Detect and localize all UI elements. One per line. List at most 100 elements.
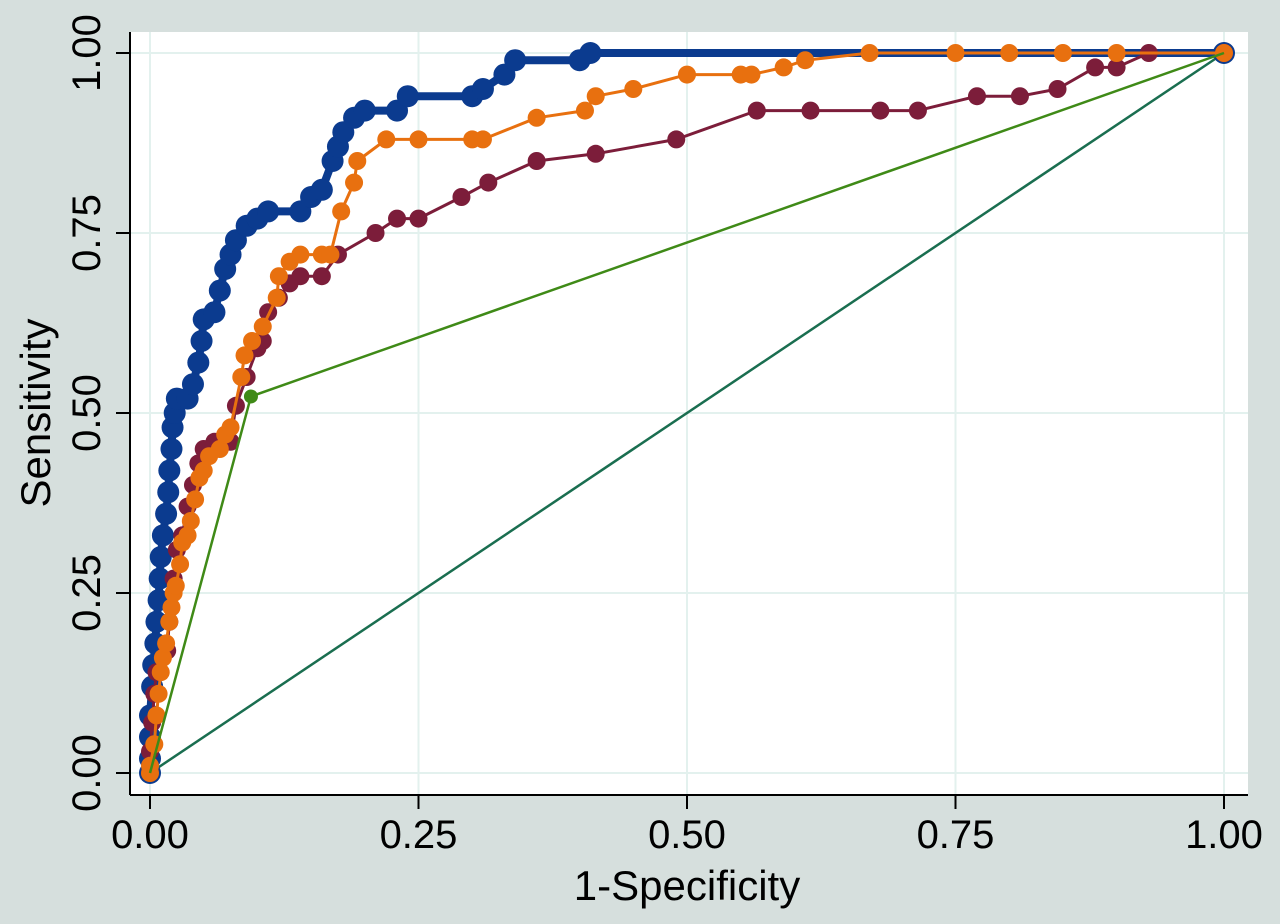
data-point xyxy=(860,44,879,62)
y-tick-label: 0.00 xyxy=(65,734,109,812)
data-point xyxy=(678,65,696,84)
data-point xyxy=(235,346,254,365)
data-point xyxy=(155,502,178,525)
data-point xyxy=(269,267,288,286)
data-point xyxy=(186,490,205,509)
data-point xyxy=(742,65,761,84)
data-point xyxy=(586,144,605,163)
data-point xyxy=(345,173,364,192)
data-point xyxy=(312,267,331,286)
data-point xyxy=(151,524,174,547)
data-point xyxy=(579,42,602,64)
data-point xyxy=(801,101,820,120)
data-point xyxy=(774,58,793,77)
data-point xyxy=(203,301,226,324)
data-point xyxy=(181,373,204,396)
data-point xyxy=(1107,44,1126,62)
data-point xyxy=(473,130,492,149)
data-point xyxy=(187,351,210,374)
axes xyxy=(116,32,1248,809)
data-point xyxy=(747,101,766,120)
data-point xyxy=(149,546,172,568)
y-tick-label: 0.50 xyxy=(65,374,109,452)
data-point xyxy=(321,245,340,264)
data-point xyxy=(141,756,159,775)
y-tick-label: 1.00 xyxy=(65,14,109,92)
data-point xyxy=(1000,44,1019,62)
data-point xyxy=(348,152,367,170)
data-point xyxy=(332,202,351,221)
data-point xyxy=(908,101,927,120)
roc-series xyxy=(139,42,1235,784)
data-point xyxy=(160,438,183,460)
data-point xyxy=(208,279,231,302)
data-point xyxy=(253,317,272,336)
y-tick-label: 0.75 xyxy=(65,194,109,272)
data-point xyxy=(291,267,310,286)
reference-line xyxy=(149,51,1225,775)
data-point xyxy=(151,663,170,682)
data-point xyxy=(243,332,262,350)
data-point xyxy=(221,418,240,437)
data-point xyxy=(194,461,213,480)
x-axis-title: 1-Specificity xyxy=(574,862,800,909)
data-point xyxy=(396,85,419,108)
data-point xyxy=(267,288,286,307)
data-point xyxy=(388,209,407,228)
data-point xyxy=(1053,44,1072,62)
data-point xyxy=(243,389,258,404)
reference-diagonal-line xyxy=(149,51,1225,775)
data-point xyxy=(158,459,181,482)
data-point xyxy=(504,49,527,72)
x-tick-label: 1.00 xyxy=(1185,813,1263,857)
data-point xyxy=(796,51,815,70)
data-point xyxy=(1107,58,1126,77)
data-point xyxy=(471,78,494,100)
roc-curve-3 xyxy=(141,44,1233,782)
data-point xyxy=(452,188,471,206)
data-point xyxy=(171,555,190,574)
data-point xyxy=(257,200,280,223)
data-point xyxy=(210,440,229,458)
x-tick-label: 0.75 xyxy=(917,813,995,857)
data-point xyxy=(479,173,498,192)
x-tick-label: 0.00 xyxy=(111,813,189,857)
data-point xyxy=(409,130,428,149)
x-tick-label: 0.50 xyxy=(648,813,726,857)
data-point xyxy=(946,44,965,62)
data-point xyxy=(1048,80,1067,98)
data-point xyxy=(1010,87,1029,106)
data-point xyxy=(586,87,605,106)
data-point xyxy=(162,598,181,617)
data-point xyxy=(181,512,200,530)
y-tick-label: 0.25 xyxy=(65,554,109,632)
data-point xyxy=(310,178,333,201)
data-point xyxy=(148,567,171,590)
data-point xyxy=(157,481,180,504)
data-point xyxy=(353,99,376,122)
y-axis-title: Sensitivity xyxy=(12,318,59,507)
data-point xyxy=(527,152,546,170)
data-point xyxy=(667,130,686,149)
data-point xyxy=(366,224,385,242)
data-point xyxy=(871,101,890,120)
data-point xyxy=(291,245,310,264)
data-point xyxy=(409,209,428,228)
roc-curve-4 xyxy=(148,51,1225,774)
data-point xyxy=(232,368,251,386)
data-point xyxy=(160,612,179,631)
data-point xyxy=(178,526,197,545)
data-point xyxy=(153,648,172,667)
data-point xyxy=(145,610,168,633)
data-point xyxy=(149,684,168,703)
tick-labels: 0.000.00 0.25 0.25 0.50 0.50 0.75 0.75 1.00 1.00 xyxy=(65,14,1263,857)
data-point xyxy=(190,330,213,352)
data-point xyxy=(157,634,176,653)
x-tick-label: 0.25 xyxy=(380,813,458,857)
data-point xyxy=(377,130,396,149)
data-point xyxy=(527,108,546,127)
data-point xyxy=(967,87,986,106)
data-point xyxy=(147,706,166,725)
data-point xyxy=(624,80,643,98)
